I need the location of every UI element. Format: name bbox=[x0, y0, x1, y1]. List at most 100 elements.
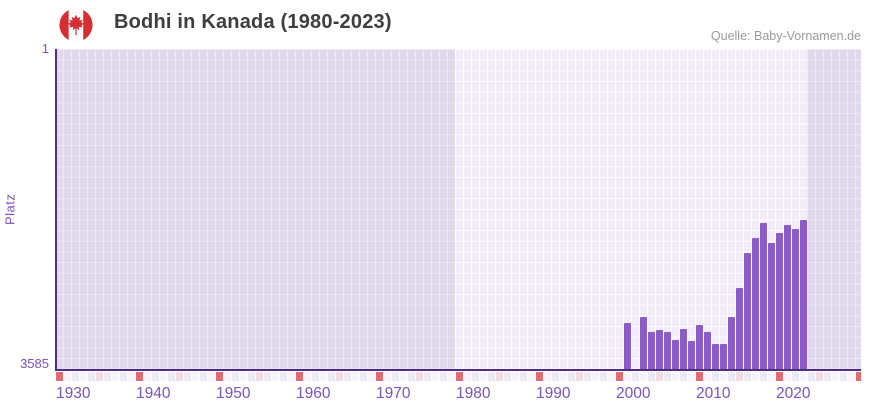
year-marker-2019 bbox=[768, 372, 775, 381]
x-tick-label-2020: 2020 bbox=[776, 385, 811, 402]
year-marker-2005 bbox=[656, 372, 663, 381]
year-marker-1979 bbox=[448, 372, 455, 381]
bar-2013[interactable] bbox=[720, 343, 727, 369]
year-marker-1952 bbox=[232, 372, 239, 381]
year-marker-1957 bbox=[272, 372, 279, 381]
year-marker-2004 bbox=[648, 372, 655, 381]
year-marker-1951 bbox=[224, 372, 231, 381]
bar-2006[interactable] bbox=[664, 331, 671, 369]
year-marker-1982 bbox=[472, 372, 479, 381]
year-marker-2028 bbox=[840, 372, 847, 381]
year-marker-1941 bbox=[144, 372, 151, 381]
year-marker-2001 bbox=[624, 372, 631, 381]
year-marker-2000 bbox=[616, 372, 623, 381]
year-marker-1985 bbox=[496, 372, 503, 381]
bar-2023[interactable] bbox=[800, 219, 807, 369]
canada-flag-icon bbox=[59, 8, 93, 42]
year-marker-2023 bbox=[800, 372, 807, 381]
bar-2009[interactable] bbox=[688, 340, 695, 369]
bar-2007[interactable] bbox=[672, 339, 679, 369]
year-marker-1944 bbox=[168, 372, 175, 381]
bar-2017[interactable] bbox=[752, 238, 759, 369]
year-marker-1964 bbox=[328, 372, 335, 381]
year-marker-1947 bbox=[192, 372, 199, 381]
bar-2003[interactable] bbox=[640, 317, 647, 369]
year-marker-1935 bbox=[96, 372, 103, 381]
year-marker-1971 bbox=[384, 372, 391, 381]
year-marker-2029 bbox=[848, 372, 855, 381]
year-marker-1933 bbox=[80, 372, 87, 381]
year-marker-1938 bbox=[120, 372, 127, 381]
x-tick-label-1970: 1970 bbox=[376, 385, 411, 402]
year-marker-1983 bbox=[480, 372, 487, 381]
bar-2022[interactable] bbox=[792, 229, 799, 369]
year-marker-1930 bbox=[56, 372, 63, 381]
bar-2015[interactable] bbox=[736, 288, 743, 369]
chart-title: Bodhi in Kanada (1980-2023) bbox=[114, 11, 392, 33]
y-axis-label: Platz bbox=[2, 193, 18, 225]
year-marker-2021 bbox=[784, 372, 791, 381]
year-marker-1976 bbox=[424, 372, 431, 381]
x-tick-label-1930: 1930 bbox=[56, 385, 91, 402]
year-marker-2010 bbox=[696, 372, 703, 381]
bar-2016[interactable] bbox=[744, 253, 751, 369]
year-marker-1992 bbox=[552, 372, 559, 381]
year-marker-1984 bbox=[488, 372, 495, 381]
x-tick-label-1960: 1960 bbox=[296, 385, 331, 402]
year-marker-1956 bbox=[264, 372, 271, 381]
year-marker-1998 bbox=[600, 372, 607, 381]
year-marker-1946 bbox=[184, 372, 191, 381]
bar-2021[interactable] bbox=[784, 224, 791, 369]
bar-2011[interactable] bbox=[704, 331, 711, 369]
bar-2001[interactable] bbox=[624, 322, 631, 369]
x-tick-label-1940: 1940 bbox=[136, 385, 171, 402]
year-marker-1955 bbox=[256, 372, 263, 381]
year-marker-1942 bbox=[152, 372, 159, 381]
year-marker-1970 bbox=[376, 372, 383, 381]
x-axis-line bbox=[55, 369, 861, 371]
year-marker-2003 bbox=[640, 372, 647, 381]
year-marker-2011 bbox=[704, 372, 711, 381]
bar-2018[interactable] bbox=[760, 222, 767, 369]
bar-2014[interactable] bbox=[728, 316, 735, 369]
year-marker-1954 bbox=[248, 372, 255, 381]
year-marker-2024 bbox=[808, 372, 815, 381]
year-marker-1959 bbox=[288, 372, 295, 381]
x-tick-label-1990: 1990 bbox=[536, 385, 571, 402]
year-marker-2030 bbox=[856, 372, 861, 381]
year-marker-1989 bbox=[528, 372, 535, 381]
bar-2010[interactable] bbox=[696, 325, 703, 369]
year-marker-1987 bbox=[512, 372, 519, 381]
year-marker-1993 bbox=[560, 372, 567, 381]
year-marker-1997 bbox=[592, 372, 599, 381]
bar-2005[interactable] bbox=[656, 330, 663, 369]
bar-2004[interactable] bbox=[648, 331, 655, 369]
year-marker-2002 bbox=[632, 372, 639, 381]
year-strip bbox=[55, 372, 861, 381]
year-marker-1996 bbox=[584, 372, 591, 381]
year-marker-1953 bbox=[240, 372, 247, 381]
year-marker-1932 bbox=[72, 372, 79, 381]
year-marker-1949 bbox=[208, 372, 215, 381]
year-marker-1960 bbox=[296, 372, 303, 381]
year-marker-1931 bbox=[64, 372, 71, 381]
year-marker-1990 bbox=[536, 372, 543, 381]
year-marker-2006 bbox=[664, 372, 671, 381]
bar-2008[interactable] bbox=[680, 328, 687, 369]
year-marker-1943 bbox=[160, 372, 167, 381]
year-marker-1934 bbox=[88, 372, 95, 381]
year-marker-2012 bbox=[712, 372, 719, 381]
year-marker-1939 bbox=[128, 372, 135, 381]
year-marker-1958 bbox=[280, 372, 287, 381]
year-marker-1977 bbox=[432, 372, 439, 381]
year-marker-1961 bbox=[304, 372, 311, 381]
year-marker-1994 bbox=[568, 372, 575, 381]
bar-2020[interactable] bbox=[776, 233, 783, 369]
year-marker-1968 bbox=[360, 372, 367, 381]
bar-2019[interactable] bbox=[768, 242, 775, 369]
year-marker-1962 bbox=[312, 372, 319, 381]
bar-2012[interactable] bbox=[712, 344, 719, 369]
year-marker-1988 bbox=[520, 372, 527, 381]
source-attribution: Quelle: Baby-Vornamen.de bbox=[710, 29, 861, 43]
